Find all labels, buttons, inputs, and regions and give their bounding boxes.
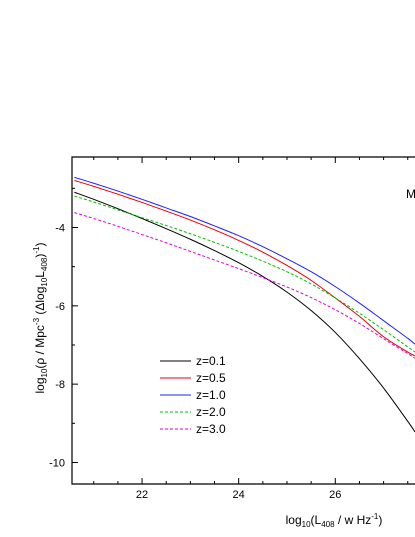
legend-label: z=3.0 xyxy=(196,422,226,436)
plot-frame xyxy=(71,156,415,485)
x-tick-label: 24 xyxy=(233,489,245,501)
x-tick-label: 22 xyxy=(136,489,148,501)
corner-label: M xyxy=(406,187,415,201)
y-axis-label: log10(ρ / Mpc-3 (Δlog10L408)-1) xyxy=(32,243,49,394)
series-line-2 xyxy=(74,180,415,357)
y-tick-label: -10 xyxy=(49,457,65,469)
axis-ticks: 22 24 26 -4 -6 -8 -10 xyxy=(49,157,409,501)
series-line-4 xyxy=(74,195,415,353)
series-line-3 xyxy=(74,176,415,345)
legend-label: z=0.1 xyxy=(196,354,226,368)
y-tick-label: -8 xyxy=(55,379,65,391)
y-tick-label: -6 xyxy=(55,301,65,313)
x-axis-label: log10(L408 / w Hz-1) xyxy=(286,512,383,529)
series-line-5 xyxy=(74,212,415,359)
series-lines xyxy=(74,176,415,433)
legend-label: z=0.5 xyxy=(196,371,226,385)
legend-label: z=1.0 xyxy=(196,388,226,402)
x-tick-label: 26 xyxy=(329,489,341,501)
legend-label: z=2.0 xyxy=(196,405,226,419)
series-line-1 xyxy=(74,191,415,433)
y-tick-label: -4 xyxy=(55,222,65,234)
legend: z=0.1 z=0.5 z=1.0 z=2.0 z=3.0 xyxy=(160,354,226,436)
